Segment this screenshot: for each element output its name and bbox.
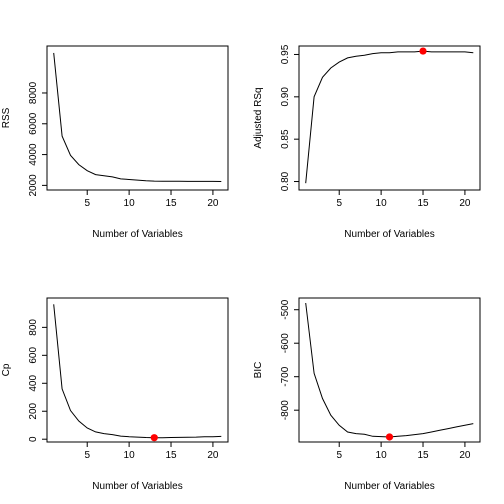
panel-0: 5 10 15 20 2000 4000 6000 8000 Number of Variabl…	[1, 45, 229, 240]
y-tick-label: 0.80	[280, 171, 291, 191]
series-line	[53, 52, 222, 182]
panel-1: 5 10 15 20 0.80 0.85 0.90 0.95 Number of Variabl…	[253, 44, 481, 240]
x-tick-label: 10	[376, 450, 388, 461]
y-tick-label: -800	[280, 400, 291, 420]
x-tick-label: 5	[84, 450, 90, 461]
series-line	[305, 50, 474, 184]
x-tick-label: 5	[336, 450, 342, 461]
x-tick-label: 10	[376, 198, 388, 209]
y-tick-label: 8000	[28, 81, 39, 104]
x-tick-label: 20	[207, 198, 219, 209]
y-tick-label: 600	[28, 347, 39, 364]
y-tick-label: 0.95	[280, 44, 291, 64]
y-tick-label: 6000	[28, 112, 39, 135]
optimum-point	[385, 433, 394, 441]
series-line	[305, 302, 474, 438]
y-axis-label: BIC	[253, 362, 264, 379]
x-tick-label: 15	[165, 198, 177, 209]
x-tick-label: 20	[459, 198, 471, 209]
x-tick-label: 10	[124, 198, 136, 209]
x-tick-label: 15	[165, 450, 177, 461]
plot-frame	[298, 297, 481, 443]
x-tick-label: 15	[417, 450, 429, 461]
series-line	[53, 304, 222, 439]
y-tick-label: 0.90	[280, 87, 291, 107]
optimum-point	[419, 47, 427, 55]
y-tick-label: 200	[28, 402, 39, 419]
y-axis-label: Cp	[1, 363, 12, 376]
x-tick-label: 5	[84, 198, 90, 209]
plot-frame	[46, 45, 229, 191]
y-tick-label: 0.85	[280, 129, 291, 149]
y-tick-label: 800	[28, 319, 39, 336]
y-axis-label: RSS	[1, 107, 12, 128]
y-tick-label: 2000	[28, 174, 39, 197]
x-tick-label: 15	[417, 198, 429, 209]
y-tick-label: 4000	[28, 143, 39, 166]
x-tick-label: 20	[207, 450, 219, 461]
x-axis-label: Number of Variables	[344, 229, 434, 240]
y-tick-label: 400	[28, 375, 39, 392]
y-tick-label: -700	[280, 366, 291, 386]
panel-3: 5 10 15 20 -800 -700 -600 -500 Number of Variabl…	[253, 297, 481, 492]
x-axis-label: Number of Variables	[92, 481, 182, 492]
x-axis-label: Number of Variables	[344, 481, 434, 492]
y-tick-label: 0	[28, 436, 39, 442]
y-axis-label: Adjusted RSq	[253, 87, 264, 148]
x-tick-label: 5	[336, 198, 342, 209]
plot-frame	[298, 45, 481, 191]
plot-frame	[46, 297, 229, 443]
y-tick-label: -500	[280, 299, 291, 319]
x-tick-label: 10	[124, 450, 136, 461]
x-tick-label: 20	[459, 450, 471, 461]
y-tick-label: -600	[280, 333, 291, 353]
optimum-point	[150, 434, 158, 442]
x-axis-label: Number of Variables	[92, 229, 182, 240]
